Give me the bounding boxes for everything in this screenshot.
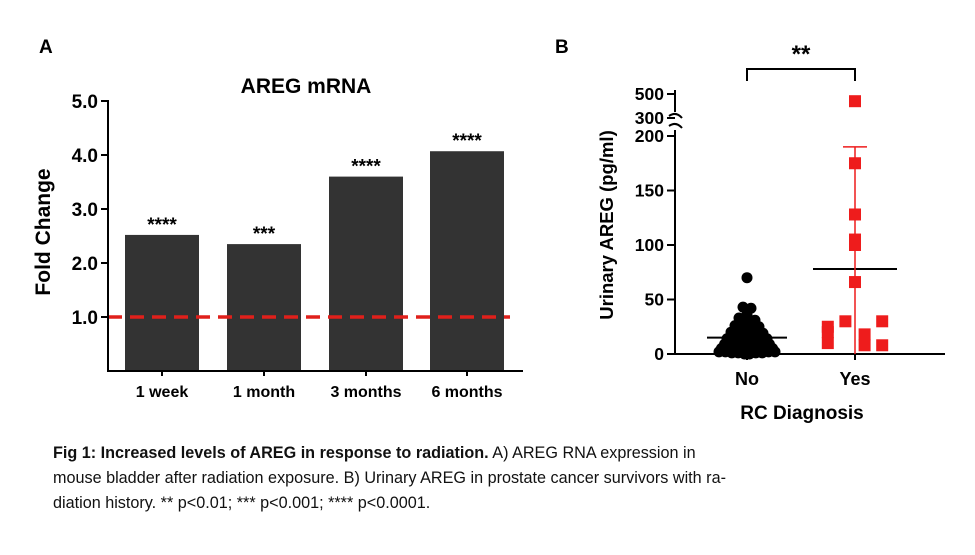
y-tick-label: 2.0 <box>72 254 98 275</box>
data-point-yes <box>821 337 834 350</box>
data-point-no <box>741 272 753 284</box>
y-tick-label: 3.0 <box>72 200 98 221</box>
chart-a-y-axis-label: Fold Change <box>32 168 55 295</box>
x-tick-label: Yes <box>839 369 870 389</box>
bar-2 <box>227 244 301 371</box>
bar-1 <box>125 234 199 371</box>
figure-canvas: A B AREG mRNA Fold Change **** **********… <box>32 37 945 424</box>
significance-label: ** <box>792 41 811 68</box>
x-tick-label: 1 week <box>136 384 189 401</box>
figure-caption: Fig 1: Increased levels of AREG in respo… <box>53 441 933 516</box>
bar-3 <box>329 176 403 371</box>
y-tick-label: 100 <box>635 235 664 255</box>
data-point-yes <box>858 328 871 341</box>
y-tick-label: 5.0 <box>72 92 98 113</box>
data-point-yes <box>876 315 889 328</box>
caption-line3: diation history. ** p<0.01; *** p<0.001;… <box>53 494 431 512</box>
data-point-yes <box>821 326 834 339</box>
chart-a-title: AREG mRNA <box>241 75 372 98</box>
significance-bracket <box>746 68 856 81</box>
chart-b-y-axis-label: Urinary AREG (pg/ml) <box>596 130 617 319</box>
significance-label: **** <box>351 157 381 178</box>
x-tick-label: 6 months <box>431 384 502 401</box>
data-point-yes <box>849 95 861 108</box>
significance-label: **** <box>147 215 177 236</box>
panel-a-label: A <box>39 37 53 58</box>
x-tick-label: 3 months <box>330 384 401 401</box>
y-tick-label: 4.0 <box>72 146 98 167</box>
significance-label: **** <box>452 131 482 152</box>
caption-line1-rest: A) AREG RNA expression in <box>488 444 696 462</box>
y-tick-label: 300 <box>635 108 664 128</box>
data-point-yes <box>839 315 852 328</box>
caption-line2: mouse bladder after radiation exposure. … <box>53 469 726 487</box>
significance-label: *** <box>253 224 276 245</box>
data-point-no <box>743 348 755 360</box>
panel-b-label: B <box>555 37 569 58</box>
bar-4 <box>430 151 504 371</box>
y-tick-label: 0 <box>654 344 664 364</box>
data-point-yes <box>876 339 889 352</box>
y-tick-label: 50 <box>645 290 665 310</box>
y-tick-label: 200 <box>635 126 664 146</box>
y-tick-label: 500 <box>635 84 664 104</box>
caption-title: Fig 1: Increased levels of AREG in respo… <box>53 444 489 462</box>
data-point-yes <box>858 339 871 352</box>
x-tick-label: No <box>735 369 759 389</box>
chart-b-x-axis-label: RC Diagnosis <box>740 403 864 424</box>
panel-a-chart: AREG mRNA Fold Change **** *********** 1 … <box>32 75 523 401</box>
panel-b-chart: Urinary AREG (pg/ml) RC Diagnosis 0 50 100… <box>596 41 945 424</box>
y-tick-label: 1.0 <box>72 308 98 329</box>
y-tick-label: 150 <box>635 181 664 201</box>
x-tick-label: 1 month <box>233 384 295 401</box>
axis-break-mark <box>668 112 683 129</box>
